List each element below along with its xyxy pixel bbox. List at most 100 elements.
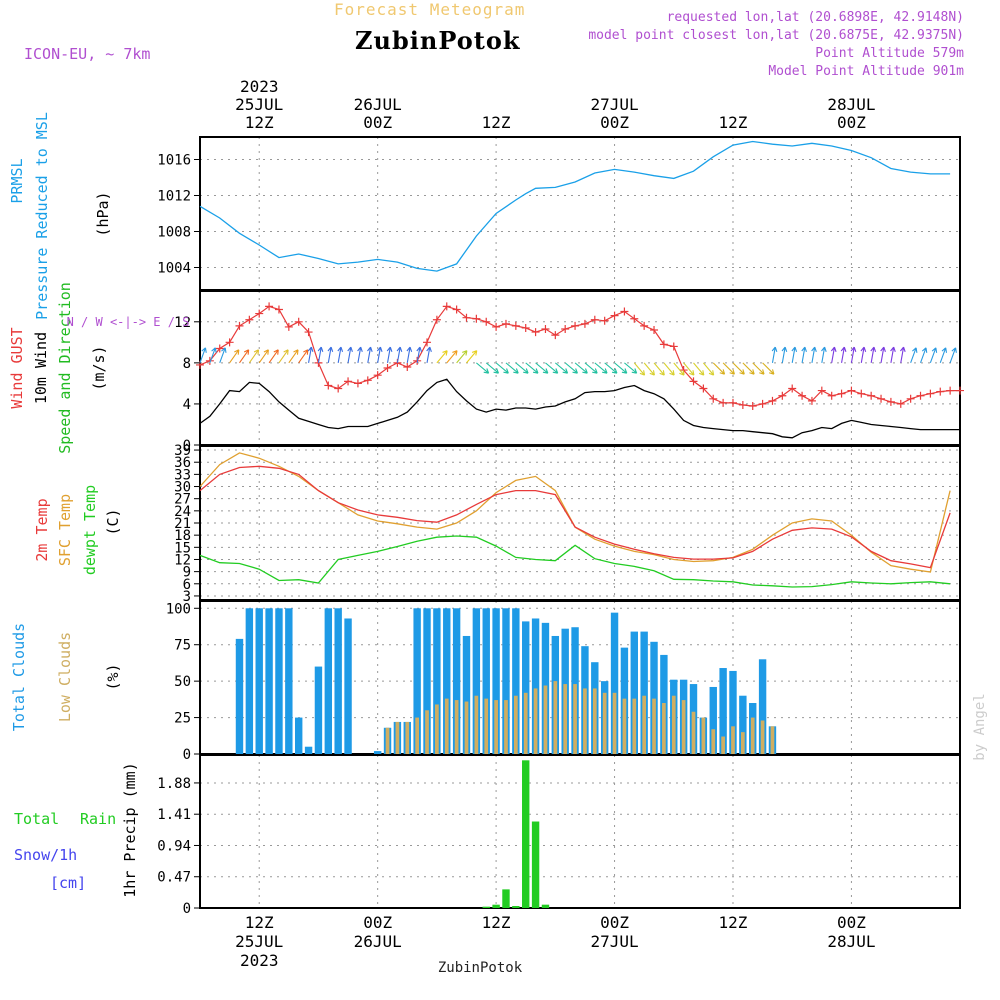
bottom-date-label: 27JUL xyxy=(590,932,638,951)
gust-marker xyxy=(215,344,224,353)
low-cloud-bar xyxy=(691,711,696,754)
precip-bar xyxy=(482,906,490,908)
wind-direction-arrow xyxy=(554,362,569,374)
low-cloud-bar xyxy=(671,695,676,754)
wind-direction-arrow xyxy=(910,347,918,364)
top-year-label: 2023 xyxy=(240,77,279,96)
y-tick-label: 6 xyxy=(183,577,191,593)
total-cloud-bar xyxy=(522,621,530,754)
point-altitude: Point Altitude 579m xyxy=(815,46,964,61)
wind-direction-arrow xyxy=(791,346,798,363)
wind-direction-arrow xyxy=(949,347,957,364)
wind-direction-arrow xyxy=(258,349,269,364)
gust-marker xyxy=(669,342,678,351)
top-hour-label: 12Z xyxy=(482,113,511,132)
low-cloud-bar xyxy=(592,688,597,754)
wind-direction-arrow xyxy=(870,346,877,363)
gust-marker xyxy=(373,371,382,380)
y-tick-label: 15 xyxy=(174,540,191,556)
wind-direction-arrow xyxy=(466,350,478,364)
gust-marker xyxy=(867,391,876,400)
precip-unit: 1hr Precip (mm) xyxy=(121,762,139,897)
wind-direction-arrow xyxy=(663,362,675,376)
precip-bar xyxy=(531,821,540,908)
total-cloud-bar xyxy=(255,608,263,754)
bottom-date-label: 25JUL xyxy=(235,932,283,951)
gust-marker xyxy=(817,386,826,395)
wind-direction-arrow xyxy=(771,346,778,363)
wind-direction-arrow xyxy=(426,346,432,363)
gust-marker xyxy=(896,399,905,408)
wind-direction-arrow xyxy=(376,346,383,363)
gust-marker xyxy=(531,328,540,337)
low-cloud-bar xyxy=(444,698,449,754)
wind-label-direction: Speed and Direction xyxy=(56,282,74,454)
gust-marker xyxy=(906,394,915,403)
total-cloud-bar xyxy=(729,670,737,754)
low-cloud-bar xyxy=(484,698,489,754)
gust-marker xyxy=(472,314,481,323)
gust-marker xyxy=(600,316,609,325)
low-cloud-bar xyxy=(652,698,656,754)
total-cloud-bar xyxy=(650,641,658,754)
wind-direction-arrow xyxy=(801,346,807,363)
bottom-hour-label: 12Z xyxy=(719,913,748,932)
bottom-hour-label: 12Z xyxy=(482,913,511,932)
pressure-label-1: PRMSL xyxy=(8,158,26,203)
wind-direction-arrow xyxy=(446,350,458,364)
precip-bar xyxy=(541,904,550,908)
top-hour-label: 00Z xyxy=(837,113,866,132)
wind-direction-arrow xyxy=(860,346,867,363)
wind-direction-arrow xyxy=(811,346,817,363)
wind-direction-arrow xyxy=(673,362,685,376)
gust-marker xyxy=(877,394,886,403)
chart-title: Forecast Meteogram xyxy=(334,0,526,19)
total-cloud-bar xyxy=(275,608,283,754)
wind-direction-arrow xyxy=(643,362,655,376)
panel-precip: 0 0.47 0.94 1.41 1.88 xyxy=(157,754,961,917)
wind-direction-arrow xyxy=(386,346,393,363)
wind-direction-arrow xyxy=(525,362,539,374)
gust-marker xyxy=(363,376,372,385)
gust-marker xyxy=(462,313,471,322)
wind-direction-arrow xyxy=(278,349,289,364)
pressure-line xyxy=(199,140,951,272)
wind-direction-arrow xyxy=(830,346,837,363)
y-tick-label: 0.47 xyxy=(157,870,191,886)
wind-direction-arrow xyxy=(347,346,353,363)
low-cloud-bar xyxy=(385,727,390,754)
wind-direction-arrow xyxy=(762,362,775,375)
gust-marker xyxy=(758,399,767,408)
gust-marker xyxy=(482,317,491,326)
wind-direction-arrow xyxy=(624,362,638,374)
pressure-label-2: Pressure Reduced to MSL xyxy=(33,112,51,320)
bottom-date-label: 28JUL xyxy=(827,932,875,951)
gust-marker xyxy=(265,302,274,311)
total-cloud-bar xyxy=(462,635,471,754)
y-tick-label: 8 xyxy=(183,356,191,372)
low-cloud-bar xyxy=(523,692,528,754)
total-cloud-bar xyxy=(373,751,382,754)
wind-direction-arrow xyxy=(288,349,299,364)
gust-marker xyxy=(284,322,293,331)
gust-marker xyxy=(768,396,777,405)
low-cloud-bar xyxy=(494,700,498,754)
credit-watermark: by Angel xyxy=(972,693,988,760)
low-cloud-bar xyxy=(612,692,617,754)
gust-marker xyxy=(274,305,283,314)
gust-marker xyxy=(590,315,599,324)
low-cloud-bar xyxy=(553,681,558,754)
low-cloud-bar xyxy=(464,701,469,754)
wind-direction-arrow xyxy=(702,362,715,376)
wind-direction-arrow xyxy=(920,347,928,364)
total-cloud-bar xyxy=(512,608,520,754)
gust-marker xyxy=(630,314,639,323)
y-tick-label: 4 xyxy=(183,397,191,413)
y-tick-label: 1016 xyxy=(157,153,191,169)
y-tick-label: 0 xyxy=(183,438,191,454)
wind-direction-arrow xyxy=(485,362,500,374)
wind-direction-arrow xyxy=(406,346,413,363)
bottom-hour-label: 00Z xyxy=(363,913,392,932)
gust-marker xyxy=(659,340,668,349)
